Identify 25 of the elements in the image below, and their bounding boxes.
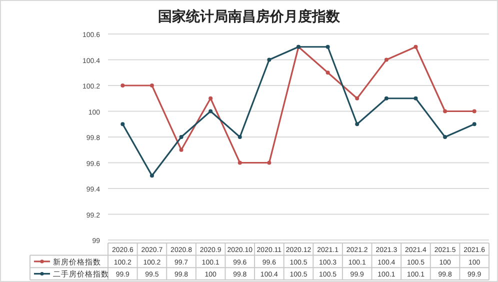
point [384,58,388,62]
point [472,109,476,114]
point [443,135,448,139]
point [208,109,213,114]
point [120,122,125,126]
point [326,70,330,75]
point [238,160,242,165]
point [150,174,154,178]
point [267,58,272,62]
point [267,160,272,165]
point [443,109,448,114]
point [472,122,476,126]
point [238,135,242,139]
point [355,96,360,100]
point [326,44,330,49]
point [150,84,154,88]
point [208,96,213,100]
point [120,84,125,88]
point [414,44,418,49]
point [355,122,360,126]
point [179,148,184,152]
point [179,135,184,139]
chart-title: 国家统计局南昌房价月度指数 [158,8,341,25]
point [384,96,388,100]
point [414,96,418,100]
